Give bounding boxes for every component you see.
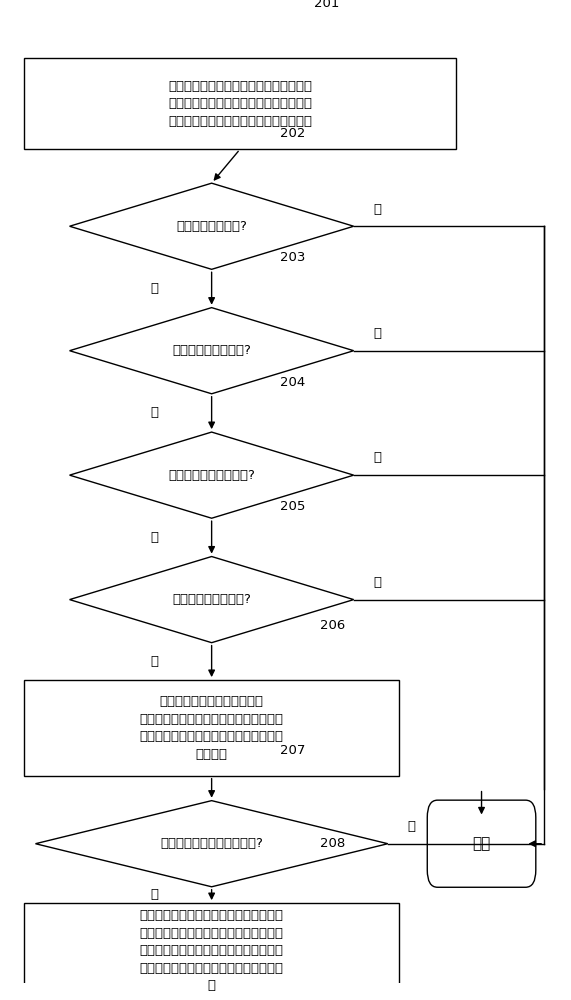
Text: 是: 是: [151, 531, 159, 544]
Polygon shape: [70, 308, 353, 394]
Text: 否: 否: [373, 576, 381, 589]
Text: 是: 是: [151, 888, 159, 901]
Text: 207: 207: [280, 744, 305, 757]
Text: 206: 206: [320, 619, 345, 632]
Text: 结束: 结束: [472, 836, 490, 851]
Text: 是: 是: [151, 282, 159, 295]
Text: 档位状态为前进档?: 档位状态为前进档?: [176, 220, 247, 233]
Text: 当检测到电动汽车上电信号且所述电动汽
车处于停止状态时，检测档位状态、驻车
制动状态、制动踏板状态和加速踏板状态: 当检测到电动汽车上电信号且所述电动汽 车处于停止状态时，检测档位状态、驻车 制动…: [168, 80, 312, 128]
Text: 203: 203: [280, 251, 305, 264]
Text: 生成定值扭矩输出指令，并向
驱动电机发送定值扭矩输出指令，从而由
驱动电机基于所述定值扭矩输出指令输出
定值扭矩: 生成定值扭矩输出指令，并向 驱动电机发送定值扭矩输出指令，从而由 驱动电机基于所…: [140, 695, 284, 761]
Polygon shape: [70, 432, 353, 518]
Text: 208: 208: [320, 837, 345, 850]
Text: 加速踏板信号为松开?: 加速踏板信号为松开?: [172, 593, 251, 606]
Text: 是: 是: [151, 655, 159, 668]
FancyBboxPatch shape: [427, 800, 536, 887]
Polygon shape: [70, 557, 353, 643]
FancyBboxPatch shape: [24, 903, 399, 999]
Text: 检测加速踏板开度，生成对应于加速踏板
开度的加速扭矩输出指令，向驱动电机发
送所述加速扭矩输出指令，驱动电机基于
所述加速扭矩输出指令进一步输出加速扭
矩: 检测加速踏板开度，生成对应于加速踏板 开度的加速扭矩输出指令，向驱动电机发 送所…: [140, 909, 284, 992]
Text: 202: 202: [280, 127, 305, 140]
Text: 否: 否: [373, 451, 381, 464]
Text: 驻车制动状态为松开?: 驻车制动状态为松开?: [172, 344, 251, 357]
Text: 是: 是: [151, 406, 159, 419]
Text: 205: 205: [280, 500, 305, 513]
Polygon shape: [70, 183, 353, 269]
Text: 制动踏板状态为被踩下?: 制动踏板状态为被踩下?: [168, 469, 255, 482]
Polygon shape: [35, 801, 388, 887]
Text: 否: 否: [373, 327, 381, 340]
Text: 204: 204: [280, 376, 305, 389]
Text: 否: 否: [373, 203, 381, 216]
Text: 加速踏板状态转变为被踩下?: 加速踏板状态转变为被踩下?: [160, 837, 263, 850]
FancyBboxPatch shape: [24, 58, 456, 149]
FancyBboxPatch shape: [24, 680, 399, 776]
Text: 201: 201: [314, 0, 339, 10]
Text: 否: 否: [408, 820, 416, 833]
